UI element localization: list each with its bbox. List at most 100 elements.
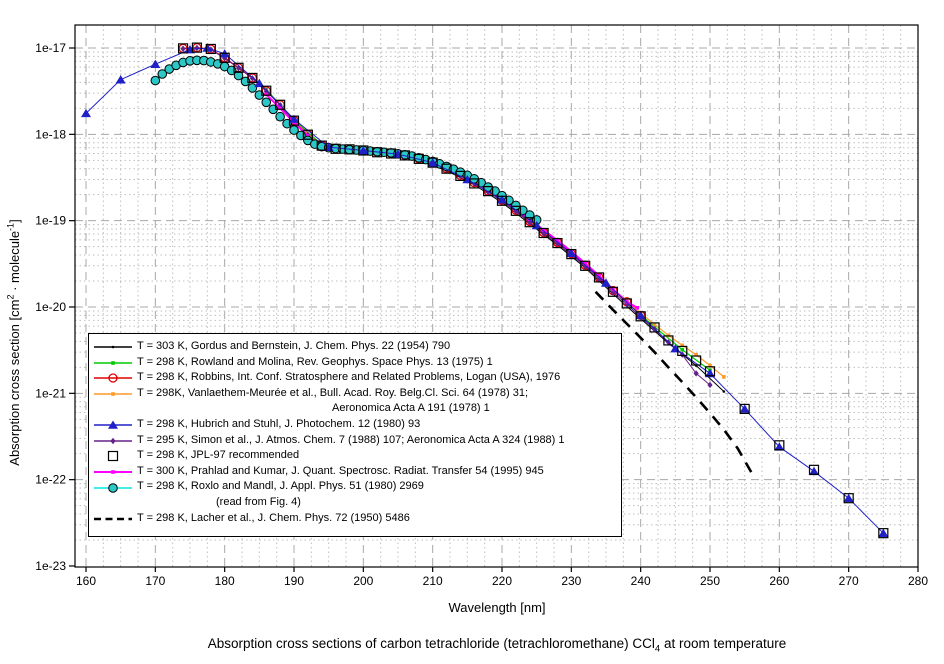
legend-marker-cell: [91, 511, 133, 526]
prahlad-line: [265, 93, 638, 309]
jpl97-marker: [552, 237, 563, 249]
legend-marker-cell: [91, 433, 133, 448]
legend-marker-cell: [91, 386, 133, 401]
jpl97-marker: [399, 150, 411, 161]
legend-marker-cell: [91, 355, 133, 370]
series-rowland: [264, 87, 712, 373]
y-axis-title-text: Absorption cross section [cm: [6, 299, 22, 466]
simon-marker: [180, 45, 186, 52]
jpl97-marker: [177, 43, 189, 54]
y-tick-label: 1e-22: [35, 473, 66, 487]
legend-label: T = 298 K, Hubrich and Stuhl, J. Photoch…: [137, 417, 421, 430]
legend-marker-vanlaethem: [94, 392, 132, 396]
x-tick-label: 170: [145, 574, 165, 588]
legend-marker-robbins: [94, 373, 132, 384]
hubrich-marker: [808, 466, 819, 476]
y-tick-label: 1e-17: [35, 41, 66, 55]
x-tick-label: 250: [700, 574, 720, 588]
jpl97-marker: [691, 355, 702, 366]
series-lacher: [594, 290, 753, 474]
simon-marker: [235, 64, 242, 72]
jpl97-marker: [261, 85, 272, 96]
caption-subscript: 4: [654, 643, 661, 655]
rowland-marker: [680, 347, 685, 352]
x-tick-label: 200: [353, 574, 373, 588]
y-tick-label: 1e-18: [35, 127, 66, 141]
jpl97-marker: [441, 163, 452, 174]
legend-item-hubrich: T = 298 K, Hubrich and Stuhl, J. Photoch…: [89, 417, 621, 433]
hubrich-marker: [635, 310, 646, 320]
x-axis-title: Wavelength [nm]: [448, 600, 546, 615]
jpl97-marker: [107, 451, 119, 462]
legend-label: T = 298 K, JPL-97 recommended: [137, 449, 300, 462]
jpl97-marker: [580, 260, 591, 271]
jpl97-marker: [316, 140, 327, 151]
vanlaethem-marker: [722, 375, 726, 379]
legend-marker-cell: [91, 417, 133, 432]
rowland-marker: [111, 361, 115, 365]
legend-item-roxlo: T = 298 K, Roxlo and Mandl, J. Appl. Phy…: [89, 479, 621, 495]
hubrich-marker: [150, 59, 161, 68]
x-tick-label: 180: [215, 574, 235, 588]
hubrich-marker: [108, 420, 118, 430]
prahlad-marker: [597, 273, 601, 278]
roxlo-marker: [247, 83, 258, 93]
vanlaethem-marker: [680, 343, 685, 348]
hubrich-marker: [202, 43, 213, 52]
vanlaethem-marker: [694, 352, 698, 357]
jpl97-marker: [427, 157, 438, 168]
jpl97-marker: [247, 72, 258, 84]
y-tick-label: 1e-21: [35, 386, 66, 400]
jpl97-marker: [524, 217, 535, 228]
y-tick-label: 1e-23: [35, 559, 66, 573]
hubrich-marker: [496, 195, 507, 204]
jpl97-marker: [413, 153, 424, 164]
jpl97-marker: [808, 464, 820, 475]
x-tick-label: 220: [492, 574, 512, 588]
simon-marker: [110, 437, 116, 445]
legend-marker-prahlad: [94, 470, 132, 474]
jpl97-marker: [593, 272, 605, 283]
prahlad-marker: [555, 238, 560, 243]
legend-label-line2: (read from Fig. 4): [216, 495, 301, 508]
rowland-line: [265, 89, 711, 371]
jpl97-marker: [191, 42, 203, 53]
series-roxlo: [150, 55, 542, 225]
legend-item-gordus: T = 303 K, Gordus and Bernstein, J. Chem…: [89, 339, 621, 355]
legend-marker-gordus: [94, 345, 132, 349]
gridlines: [75, 25, 918, 567]
vanlaethem-marker: [652, 322, 657, 327]
jpl97-marker: [469, 178, 480, 189]
hubrich-marker: [843, 493, 854, 502]
jpl97-marker: [621, 298, 632, 309]
legend-item-vanlaethem: T = 298K, Vanlaethem-Meurée et al., Bull…: [89, 386, 621, 402]
simon-marker: [707, 381, 713, 389]
roxlo-marker: [150, 75, 161, 86]
prahlad-marker: [111, 470, 115, 474]
vanlaethem-marker: [708, 363, 712, 368]
legend-marker-cell: [91, 480, 133, 495]
prahlad-marker: [264, 92, 269, 97]
axis-ticks: 1e-17 1e-18 1e-19 1e-20 1e-21 1e-22 1e-23 160 17…: [35, 41, 928, 588]
legend: T = 303 K, Gordus and Bernstein, J. Chem…: [88, 333, 622, 537]
prahlad-marker: [583, 261, 587, 266]
legend-label: T = 298 K, Robbins, Int. Conf. Stratosph…: [137, 371, 561, 384]
y-tick-label: 1e-20: [35, 300, 66, 314]
x-tick-label: 190: [284, 574, 304, 588]
legend-item-prahlad: T = 300 K, Prahlad and Kumar, J. Quant. …: [89, 464, 621, 480]
y-axis-title-mid: · molecule: [6, 230, 22, 295]
legend-marker-cell: [91, 448, 133, 463]
gordus-marker: [722, 390, 726, 393]
prahlad-marker: [541, 228, 546, 232]
hubrich-marker: [81, 108, 91, 118]
roxlo-marker: [275, 111, 285, 122]
jpl97-marker: [288, 115, 300, 126]
legend-item-rowland: T = 298 K, Rowland and Molina, Rev. Geop…: [89, 355, 621, 371]
lacher-line: [594, 290, 753, 474]
y-axis-title: Absorption cross section [cm2 · molecule…: [6, 143, 23, 543]
jpl97-marker: [496, 195, 508, 206]
legend-label-line2: Aeronomica Acta A 191 (1978) 1: [332, 402, 490, 415]
legend-label: T = 298 K, Rowland and Molina, Rev. Geop…: [137, 355, 493, 368]
vanlaethem-marker: [111, 392, 115, 396]
